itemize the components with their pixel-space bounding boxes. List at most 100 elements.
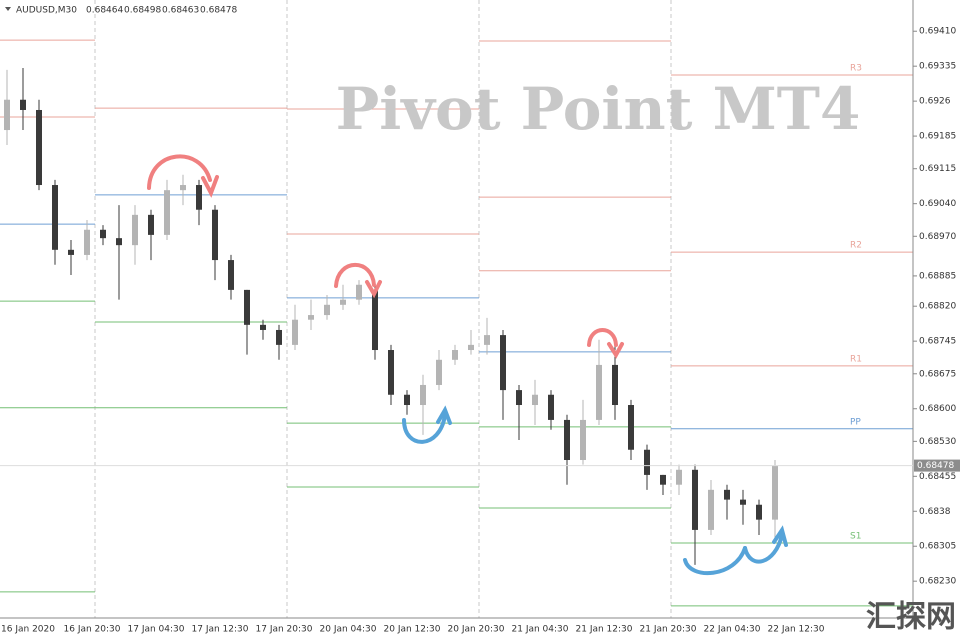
y-tick-label: 0.69115 (919, 164, 956, 174)
candle-body (260, 324, 266, 330)
arrows (147, 154, 788, 576)
pivot-label: R2 (850, 241, 862, 251)
symbol: AUDUSD,M30 (16, 6, 77, 16)
candle-body (628, 405, 634, 450)
candle-body (180, 185, 186, 191)
arrow (587, 328, 618, 347)
candle-body (244, 289, 250, 325)
candle-body (772, 465, 778, 520)
current-price-label: 0.68478 (917, 461, 954, 471)
candle-body (372, 289, 378, 351)
candle-body (580, 419, 586, 461)
candle-body (276, 329, 282, 345)
candle-body (20, 99, 26, 110)
candles (4, 68, 778, 565)
ohlc: 0.68478 (200, 6, 237, 16)
y-tick-label: 0.68885 (919, 271, 956, 281)
arrow (743, 533, 784, 564)
candle-body (596, 364, 602, 420)
candle-body (708, 489, 714, 530)
arrow (147, 154, 212, 190)
y-tick-label: 0.68820 (919, 302, 956, 312)
candle-body (68, 249, 74, 255)
candle-body (36, 109, 42, 186)
candle-body (404, 394, 410, 406)
candle-body (356, 284, 362, 300)
arrow-head (772, 525, 788, 547)
candle-body (100, 229, 106, 239)
candle-body (4, 99, 10, 131)
arrow-head (365, 280, 382, 299)
x-tick-label: 17 Jan 20:30 (256, 625, 313, 635)
x-tick-label: 21 Jan 20:30 (640, 625, 697, 635)
x-tick-label: 21 Jan 04:30 (512, 625, 569, 635)
y-tick-label: 0.69185 (919, 132, 956, 142)
candle-body (644, 449, 650, 475)
pivot-label: R1 (850, 354, 862, 364)
y-tick-label: 0.68230 (919, 577, 956, 587)
candle-body (468, 344, 474, 351)
y-tick-label: 0.6838 (919, 507, 951, 517)
candle-body (52, 185, 58, 250)
y-tick-label: 0.68455 (919, 472, 956, 482)
pivot-label: R3 (850, 64, 862, 74)
y-tick-label: 0.68600 (919, 404, 956, 414)
current-price-box (914, 459, 960, 472)
y-tick-label: 0.69335 (919, 62, 956, 72)
x-tick-label: 16 Jan 20:30 (64, 625, 121, 635)
y-tick-label: 0.68675 (919, 369, 956, 379)
arrow (402, 413, 447, 444)
x-tick-label: 22 Jan 12:30 (768, 625, 825, 635)
ohlc: 0.68463 (162, 6, 199, 16)
candle-body (484, 335, 490, 345)
header: AUDUSD,M30 0.68464 0.68498 0.68463 0.684… (5, 6, 237, 16)
candle-body (212, 209, 218, 261)
arrow-head (201, 175, 219, 198)
x-tick-label: 20 Jan 12:30 (384, 625, 441, 635)
candle-body (148, 214, 154, 235)
arrow (334, 262, 376, 288)
arrow-head (607, 342, 624, 359)
pivot-label: S1 (850, 531, 861, 541)
candle-body (740, 499, 746, 505)
candle-body (724, 489, 730, 500)
chart-title: Pivot Point MT4 (336, 75, 861, 143)
candle-body (228, 260, 234, 290)
candle-body (756, 504, 762, 520)
watermark: 汇探网 (866, 600, 956, 635)
candle-body (308, 315, 314, 320)
pivot-label: PP (850, 417, 861, 427)
candle-body (132, 214, 138, 246)
arrow (683, 546, 747, 576)
y-tick-label: 0.69040 (919, 199, 956, 209)
x-tick-label: 20 Jan 04:30 (320, 625, 377, 635)
ohlc: 0.68498 (124, 6, 161, 16)
candle-body (452, 350, 458, 360)
candle-body (420, 384, 426, 406)
candle-body (564, 419, 570, 461)
candle-body (676, 469, 682, 485)
candle-body (660, 474, 666, 485)
x-tick-label: 16 Jan 2020 (1, 625, 55, 635)
candle-body (516, 390, 522, 406)
candle-body (548, 394, 554, 420)
candle-body (500, 335, 506, 391)
candle-body (196, 185, 202, 210)
day-separators (94, 0, 672, 618)
y-tick-label: 0.68745 (919, 337, 956, 347)
candle-body (612, 364, 618, 406)
candle-body (84, 229, 90, 255)
candle-body (436, 359, 442, 385)
y-tick-label: 0.68970 (919, 232, 956, 242)
candle-body (164, 190, 170, 235)
candle-body (388, 350, 394, 395)
candle-body (340, 299, 346, 305)
ohlc: 0.68464 (86, 6, 123, 16)
arrow-head (436, 405, 452, 425)
x-tick-label: 17 Jan 04:30 (128, 625, 185, 635)
x-tick-label: 21 Jan 12:30 (576, 625, 633, 635)
y-tick-label: 0.68530 (919, 437, 956, 447)
